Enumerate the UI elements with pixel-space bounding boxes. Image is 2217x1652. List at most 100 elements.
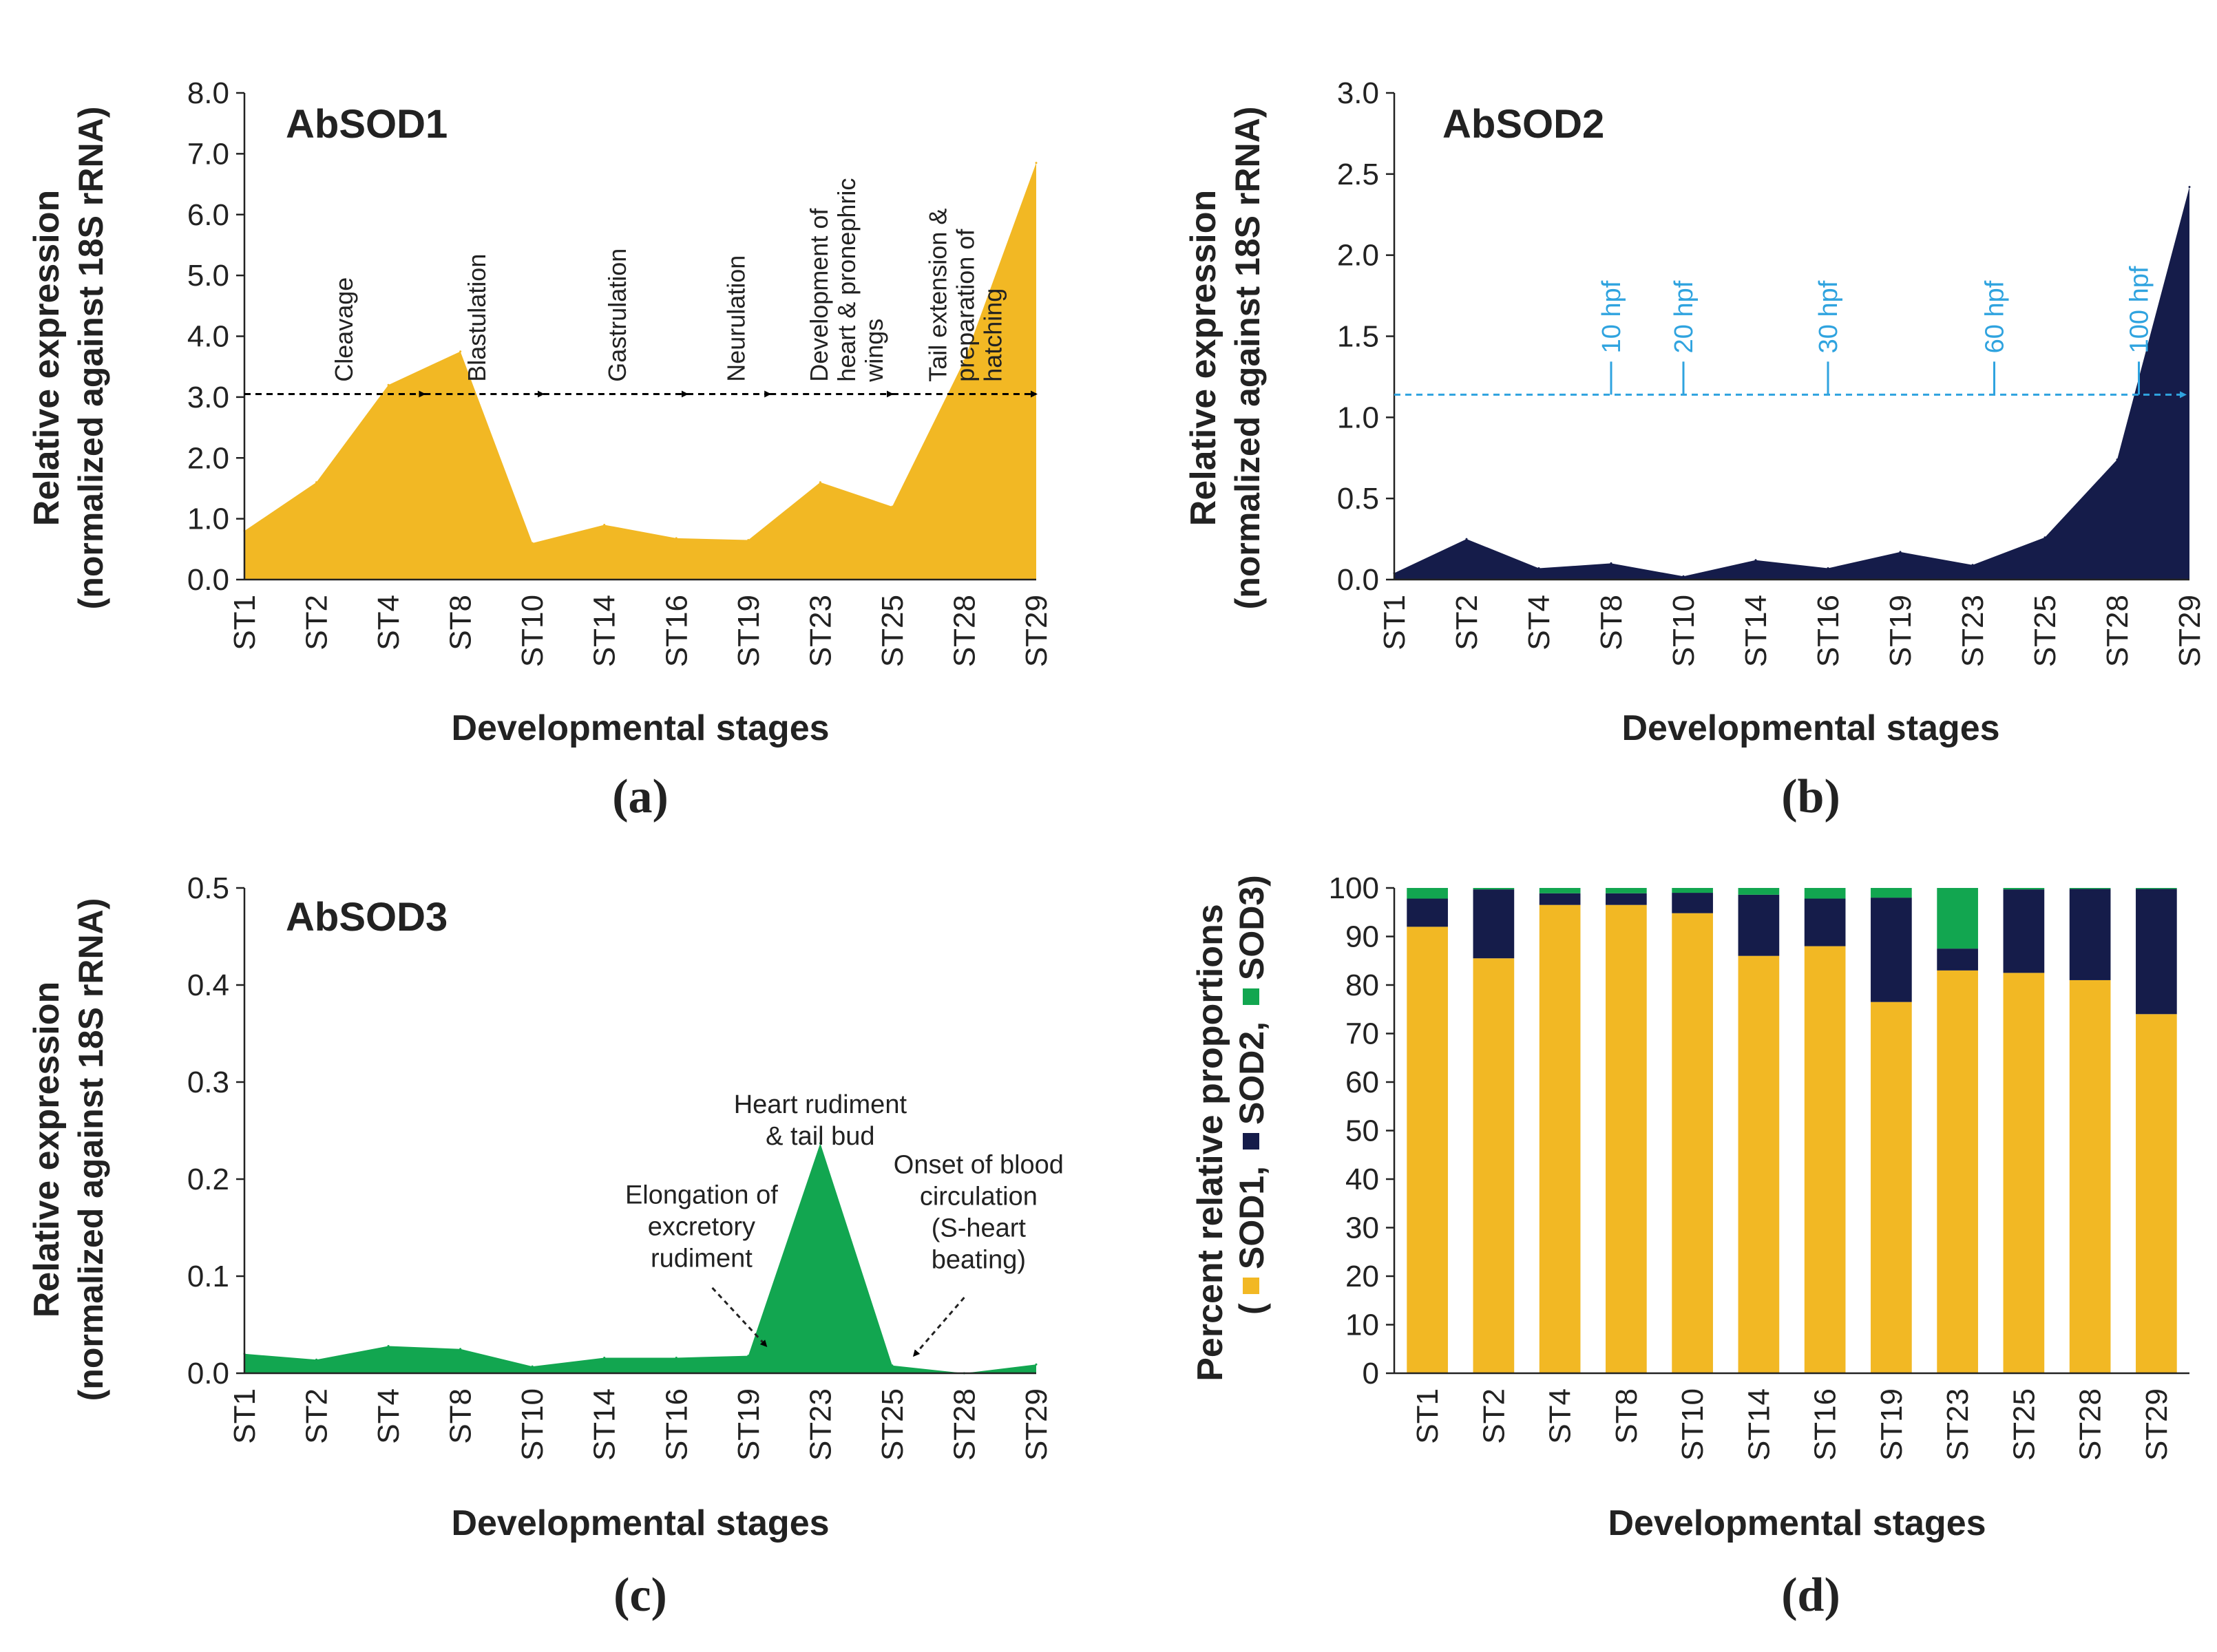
panel-d-bar-sod1 <box>1407 926 1448 1373</box>
panel-d-bar-sod2 <box>1937 949 1978 971</box>
panel-c-axes: 0.0 0.1 0.2 0.3 0.4 0.5 ST1 ST2 ST4 ST8 ST10 ST14 ST… <box>187 871 1053 1461</box>
panel-a-chart-title: AbSOD1 <box>286 102 448 147</box>
panel-c-data-point <box>315 1358 318 1361</box>
panel-a-data-point <box>315 481 318 484</box>
panel-a-y-axis-label-line2: (normalized against 18S rRNA) <box>72 107 110 610</box>
panel-c-annotation-line: Onset of blood <box>894 1151 1064 1180</box>
panel-a-axes: 0.0 1.0 2.0 3.0 4.0 5.0 6.0 7.0 8.0 ST1 ST2 ST4 ST8 S… <box>187 76 1053 667</box>
panel-a-stage-annotation: Gastrulation <box>603 248 631 382</box>
panel-d-bars <box>1407 888 2177 1373</box>
panel-c-data-point <box>675 1356 677 1359</box>
panel-d-bar-sod1 <box>1606 904 1647 1373</box>
panel-d-bar-sod1 <box>1738 955 1780 1373</box>
panel-b-axes: 0.0 0.5 1.0 1.5 2.0 2.5 3.0 ST1 ST2 ST4 ST8 ST10 ST1… <box>1337 76 2207 667</box>
panel-d-bar-sod2 <box>1539 893 1581 905</box>
panel-d-x-tick-label: ST19 <box>1875 1388 1909 1461</box>
panel-b-x-tick-label: ST28 <box>2101 595 2134 667</box>
panel-d-y-tick-label: 80 <box>1345 968 1379 1002</box>
panel-a-data-point <box>603 523 606 526</box>
panel-a-data-point <box>387 383 390 386</box>
panel-a-x-tick-label: ST25 <box>876 595 910 667</box>
panel-b-x-axis-label: Developmental stages <box>1621 708 1999 748</box>
panel-a-x-tick-label: ST23 <box>803 595 837 667</box>
panel-b-hpf-label: 10 hpf <box>1597 280 1626 353</box>
panel-c-annotation-elong: Elongation of excretory rudiment <box>625 1180 778 1273</box>
panel-c-annotation-line: excretory <box>648 1212 755 1241</box>
panel-a-annotation-line: Development of <box>805 208 833 382</box>
panel-a-y-axis-label-line1: Relative expression <box>27 190 67 526</box>
panel-c-x-tick-label: ST2 <box>300 1388 334 1444</box>
panel-d-bar-sod3 <box>2003 888 2045 890</box>
panel-a-x-tick-label: ST10 <box>516 595 549 667</box>
panel-d-bar-sod2 <box>1871 898 1912 1002</box>
panel-b-hpf-label: 100 hpf <box>2125 266 2154 353</box>
panel-a-area-series <box>244 162 1036 580</box>
panel-b-data-point <box>1610 562 1612 564</box>
panel-a-y-tick-label: 7.0 <box>187 137 229 171</box>
panel-c-onset-arrow <box>912 1297 965 1357</box>
panel-a-x-tick-label: ST2 <box>300 595 334 650</box>
panel-a-annotation-line: wings <box>860 319 888 383</box>
panel-a-x-tick-label: ST28 <box>947 595 981 667</box>
panel-a-y-tick-label: 5.0 <box>187 259 229 293</box>
panel-d-bar-sod2 <box>1738 894 1780 956</box>
panel-d-bar-sod3 <box>2069 888 2111 889</box>
panel-c-data-point <box>891 1364 894 1367</box>
panel-d-bar-sod1 <box>2136 1014 2177 1373</box>
panel-b-x-tick-label: ST29 <box>2173 595 2207 667</box>
panel-a-data-point <box>891 505 894 508</box>
panel-d-bar-sod3 <box>1473 888 1515 890</box>
panel-d-bar-sod1 <box>2069 979 2111 1373</box>
panel-b-data-point <box>2043 536 2046 539</box>
panel-d-bar-sod2 <box>2136 889 2177 1015</box>
panel-c-x-axis-label: Developmental stages <box>451 1503 829 1543</box>
panel-c-data-point <box>531 1365 534 1368</box>
panel-d-bar-sod2 <box>2069 889 2111 980</box>
panel-d-x-tick-label: ST23 <box>1941 1388 1975 1461</box>
panel-b-y-axis-label-line2: (normalized against 18S rRNA) <box>1228 107 1267 610</box>
panel-c-elongation-arrow <box>711 1286 768 1347</box>
panel-c-chart-title: AbSOD3 <box>286 895 448 940</box>
panel-d-y-tick-label: 40 <box>1345 1163 1379 1196</box>
panel-c-data-point <box>387 1345 390 1348</box>
panel-d-bar-sod1 <box>1871 1002 1912 1373</box>
panel-d-bar-sod2 <box>1672 893 1713 913</box>
panel-d-legend-swatch-sod3 <box>1243 988 1259 1005</box>
panel-c-annotation-onset: Onset of blood circulation (S-heart beating… <box>894 1151 1064 1275</box>
panel-b-x-tick-label: ST23 <box>1956 595 1990 667</box>
panel-d-x-tick-label: ST1 <box>1411 1388 1444 1444</box>
panel-d-x-tick-label: ST2 <box>1477 1388 1511 1444</box>
panel-c-annotation-heart: Heart rudiment & tail bud <box>734 1090 907 1151</box>
panel-d-bar-sod2 <box>1473 889 1515 959</box>
panel-d-y-tick-label: 70 <box>1345 1017 1379 1051</box>
panel-c-data-point <box>603 1356 606 1359</box>
panel-d-bar-sod2 <box>2003 889 2045 973</box>
panel-c-annotation-line: Heart rudiment <box>734 1090 907 1119</box>
panel-a-x-tick-label: ST29 <box>1020 595 1053 667</box>
panel-b-hpf-markers: 10 hpf 20 hpf 30 hpf 60 hpf 100 hpf <box>1597 266 2154 395</box>
panel-c-x-tick-label: ST19 <box>732 1388 766 1461</box>
panel-a-x-tick-label: ST8 <box>444 595 478 650</box>
panel-c-data-point <box>747 1355 750 1357</box>
panel-a-x-axis-label: Developmental stages <box>451 708 829 748</box>
panel-c-x-tick-label: ST29 <box>1020 1388 1053 1461</box>
panel-b-x-tick-label: ST2 <box>1450 595 1484 650</box>
panel-a-annotations: Cleavage Blastulation Gastrulation Neurulat… <box>330 178 1007 383</box>
panel-d-bar-sod1 <box>1672 913 1713 1373</box>
panel-c: 0.0 0.1 0.2 0.3 0.4 0.5 ST1 ST2 ST4 ST8 ST10 ST14 ST… <box>27 871 1064 1622</box>
panel-b-data-point <box>1827 567 1829 570</box>
panel-d-bar-sod3 <box>1407 888 1448 899</box>
panel-a-y-tick-label: 3.0 <box>187 381 229 414</box>
panel-c-y-axis-label-line1: Relative expression <box>27 982 67 1317</box>
panel-d-x-axis-label: Developmental stages <box>1608 1503 1986 1543</box>
panel-b-y-tick-label: 0.0 <box>1337 563 1379 597</box>
panel-b-hpf-label: 60 hpf <box>1981 280 2010 353</box>
panel-b-chart-title: AbSOD2 <box>1442 102 1604 147</box>
panel-a: 0.0 1.0 2.0 3.0 4.0 5.0 6.0 7.0 8.0 ST1 ST2 ST4 ST8 S… <box>27 76 1053 823</box>
panel-b: 0.0 0.5 1.0 1.5 2.0 2.5 3.0 ST1 ST2 ST4 ST8 ST10 ST1… <box>1184 76 2207 823</box>
panel-b-y-tick-label: 2.0 <box>1337 239 1379 273</box>
panel-c-y-tick-label: 0.4 <box>187 968 229 1002</box>
panel-a-data-point <box>531 542 534 544</box>
panel-d-bar-sod3 <box>1738 888 1780 895</box>
panel-c-y-axis-label-line2: (normalized against 18S rRNA) <box>72 898 110 1401</box>
